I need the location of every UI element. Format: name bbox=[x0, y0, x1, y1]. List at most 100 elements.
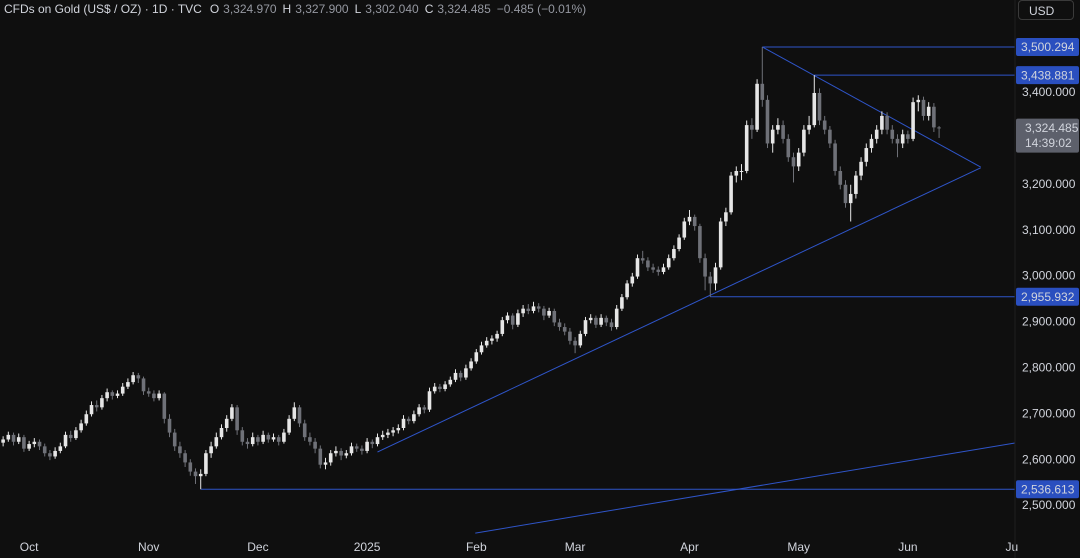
candle-body bbox=[911, 102, 915, 139]
candle-body bbox=[354, 446, 359, 449]
candle-body bbox=[453, 372, 458, 380]
candle-body bbox=[105, 392, 109, 399]
candle-body bbox=[531, 306, 536, 311]
candle-body bbox=[172, 432, 177, 447]
candle-body bbox=[339, 450, 343, 456]
candle-body bbox=[188, 462, 193, 472]
candle-body bbox=[843, 184, 848, 204]
candle-body bbox=[744, 125, 749, 171]
x-tick-label: Ju bbox=[1006, 540, 1019, 554]
candle-body bbox=[588, 317, 593, 321]
candle-body bbox=[344, 453, 349, 456]
candle-body bbox=[386, 432, 390, 435]
candle-body bbox=[152, 393, 156, 399]
candle-body bbox=[651, 267, 655, 270]
candle-body bbox=[729, 175, 733, 213]
candle-body bbox=[1, 439, 5, 443]
candle-body bbox=[396, 427, 401, 431]
candle-body bbox=[302, 423, 307, 438]
candle-body bbox=[209, 446, 213, 454]
candle-body bbox=[100, 398, 104, 408]
x-tick-label: May bbox=[787, 540, 810, 554]
candle-body bbox=[406, 418, 411, 422]
candle-body bbox=[510, 315, 515, 325]
x-tick-label: Jun bbox=[898, 540, 917, 554]
candle-body bbox=[479, 345, 484, 353]
candle-body bbox=[484, 340, 489, 346]
candle-body bbox=[458, 372, 463, 378]
candle-body bbox=[334, 450, 338, 454]
candle-body bbox=[838, 170, 843, 185]
candle-body bbox=[724, 212, 728, 222]
candle-body bbox=[880, 115, 884, 130]
candle-body bbox=[776, 125, 780, 130]
candle-body bbox=[521, 308, 525, 314]
candle-body bbox=[490, 338, 494, 341]
trendline bbox=[475, 442, 1016, 534]
ohlc-value: 3,327.900 bbox=[295, 2, 349, 16]
candle-body bbox=[926, 106, 931, 116]
y-tick-label: 3,100.000 bbox=[1022, 223, 1076, 237]
candle-body bbox=[297, 407, 302, 424]
candle-body bbox=[859, 161, 863, 176]
candle-body bbox=[822, 120, 827, 130]
candle-body bbox=[666, 258, 671, 268]
candle-body bbox=[526, 308, 531, 311]
candle-body bbox=[422, 407, 427, 410]
candle-body bbox=[755, 83, 759, 130]
currency-button[interactable]: USD bbox=[1018, 0, 1074, 20]
candle-body bbox=[240, 430, 245, 442]
candle-body bbox=[578, 333, 583, 346]
candle-body bbox=[245, 441, 250, 445]
candle-body bbox=[635, 258, 640, 277]
level-tag-label: 3,500.294 bbox=[1021, 40, 1075, 54]
candle-body bbox=[193, 471, 198, 477]
candle-body bbox=[661, 267, 666, 272]
header: CFDs on Gold (US$ / OZ) · 1D · TVC O 3,32… bbox=[4, 2, 588, 16]
ohlc-key: O bbox=[209, 2, 220, 16]
candle-body bbox=[276, 437, 281, 442]
candle-body bbox=[391, 430, 395, 433]
x-tick-label: Oct bbox=[20, 540, 39, 554]
candle-body bbox=[32, 441, 37, 445]
candle-body bbox=[568, 331, 572, 341]
candle-body bbox=[58, 446, 63, 451]
candle-body bbox=[157, 393, 161, 399]
candle-body bbox=[906, 134, 910, 139]
candle-body bbox=[542, 308, 546, 316]
candle-body bbox=[547, 310, 551, 316]
candle-body bbox=[438, 386, 442, 389]
candle-body bbox=[620, 297, 624, 309]
candle-body bbox=[692, 216, 697, 227]
candle-body bbox=[828, 129, 832, 144]
candle-body bbox=[869, 138, 874, 149]
candle-body bbox=[167, 418, 172, 433]
candle-body bbox=[11, 434, 16, 442]
candle-body bbox=[921, 99, 926, 116]
candle-body bbox=[890, 129, 895, 139]
candle-body bbox=[677, 237, 681, 250]
x-tick-label: Nov bbox=[138, 540, 159, 554]
candle-body bbox=[214, 437, 219, 447]
candle-body bbox=[365, 441, 369, 451]
candle-body bbox=[375, 437, 380, 445]
candle-body bbox=[916, 99, 921, 103]
candle-body bbox=[79, 423, 83, 431]
y-tick-label: 2,800.000 bbox=[1022, 361, 1076, 375]
candle-body bbox=[162, 393, 167, 419]
candle-body bbox=[131, 375, 135, 383]
candle-body bbox=[224, 418, 229, 428]
candle-body bbox=[323, 462, 328, 465]
candle-body bbox=[802, 129, 806, 153]
candle-body bbox=[204, 453, 208, 474]
candle-body bbox=[27, 444, 31, 449]
ohlc-key: H bbox=[282, 2, 292, 16]
candle-body bbox=[126, 382, 130, 387]
candle-body bbox=[599, 317, 603, 325]
y-tick-label: 2,900.000 bbox=[1022, 315, 1076, 329]
candle-body bbox=[854, 175, 858, 194]
y-tick-label: 2,700.000 bbox=[1022, 406, 1076, 420]
trendline bbox=[377, 167, 981, 453]
candle-body bbox=[474, 352, 479, 362]
